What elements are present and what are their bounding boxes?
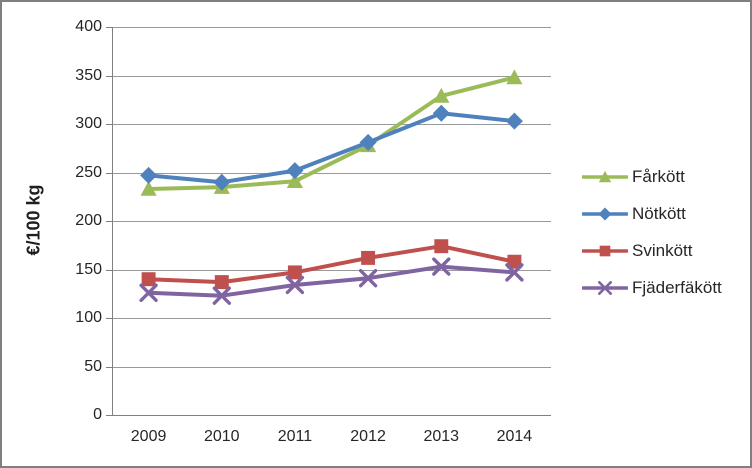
- legend: Fårkött Nötkött Svinkött Fjäderfäkött: [582, 165, 722, 313]
- diamond-marker-icon: [213, 173, 231, 191]
- triangle-marker-icon: [286, 173, 303, 188]
- axes: [112, 27, 551, 416]
- diamond-marker-icon: [140, 166, 158, 184]
- y-tick-label: 300: [75, 115, 102, 132]
- legend-label: Fårkött: [632, 167, 685, 186]
- square-marker-icon: [141, 272, 156, 287]
- x-tick-label: 2010: [203, 428, 240, 445]
- x-tick-label: 2012: [350, 428, 386, 445]
- y-tick-label: 250: [75, 163, 102, 181]
- triangle-marker-icon: [140, 180, 157, 196]
- diamond-marker-icon: [359, 133, 377, 151]
- legend-item-2: Svinkött: [582, 239, 722, 263]
- y-tick-label: 100: [75, 309, 102, 326]
- diamond-marker-icon: [598, 207, 612, 221]
- y-tick-label: 0: [93, 406, 102, 423]
- legend-item-1: Nötkött: [582, 202, 722, 226]
- square-marker-icon: [599, 245, 611, 257]
- x-marker-icon: [139, 283, 158, 302]
- y-tick-label: 400: [75, 18, 102, 35]
- triangle-marker-icon: [506, 69, 523, 85]
- square-marker-icon: [214, 275, 229, 290]
- series-2: [141, 239, 522, 290]
- legend-marker-icon: [582, 245, 628, 257]
- y-axis-ticks: [106, 27, 112, 416]
- square-marker-icon: [361, 250, 376, 265]
- x-tick-label: 2013: [423, 428, 460, 445]
- x-marker-icon: [358, 269, 378, 288]
- x-tick-label: 2011: [277, 428, 313, 445]
- x-tick-label: 2009: [130, 428, 167, 445]
- legend-marker-icon: [582, 280, 628, 296]
- series-0: [140, 69, 523, 196]
- diamond-marker-icon: [286, 162, 304, 180]
- legend-item-0: Fårkött: [582, 165, 722, 189]
- square-marker-icon: [507, 254, 522, 269]
- legend-label: Nötkött: [632, 204, 686, 223]
- y-tick-label: 200: [75, 212, 102, 229]
- legend-marker-icon: [582, 207, 628, 221]
- triangle-marker-icon: [433, 87, 450, 103]
- diamond-marker-icon: [505, 112, 523, 130]
- x-marker-icon: [505, 263, 524, 282]
- series-3: [139, 257, 524, 305]
- diamond-marker-icon: [432, 104, 450, 122]
- x-marker-icon: [597, 280, 613, 296]
- legend-label: Fjäderfäkött: [632, 278, 722, 297]
- x-marker-icon: [432, 257, 451, 276]
- series-1: [140, 104, 523, 191]
- square-marker-icon: [434, 239, 449, 254]
- legend-item-3: Fjäderfäkött: [582, 276, 722, 300]
- x-marker-icon: [212, 286, 231, 305]
- square-marker-icon: [287, 265, 302, 280]
- y-tick-label: 50: [84, 357, 102, 375]
- legend-marker-icon: [582, 170, 628, 183]
- y-tick-label: 350: [75, 66, 102, 84]
- x-tick-label: 2014: [496, 428, 533, 445]
- x-marker-icon: [285, 275, 305, 295]
- y-axis-title: €/100 kg: [23, 184, 44, 256]
- legend-label: Svinkött: [632, 241, 693, 260]
- triangle-marker-icon: [598, 170, 612, 183]
- gridlines: [112, 27, 551, 368]
- y-tick-label: 150: [75, 260, 102, 278]
